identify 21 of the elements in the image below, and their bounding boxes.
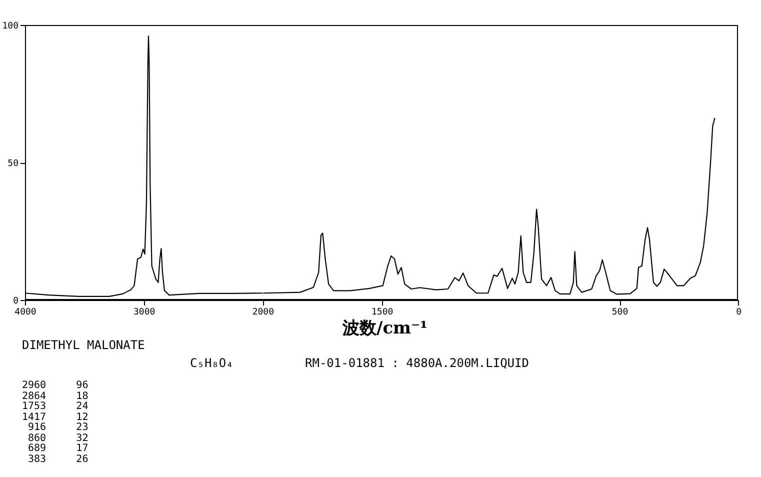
text: 916 23 — [27, 422, 88, 433]
y-tick-label: 0 — [13, 296, 18, 306]
x-tick-label: 4000 — [14, 307, 36, 318]
text: 1753 24 — [22, 401, 88, 412]
x-tick-label: 500 — [612, 308, 628, 318]
x-tick-label: 3000 — [134, 307, 156, 318]
text: 2864 18 — [22, 390, 88, 402]
text: 1417 12 — [22, 412, 88, 422]
text: DIMETHYL MALONATE — [22, 338, 145, 352]
y-tick-label: 50 — [8, 159, 18, 169]
text: 860 32 — [27, 432, 88, 444]
y-tick-label: 100 — [2, 22, 18, 32]
text: 689 17 — [27, 443, 88, 454]
x-tick-label: 1500 — [371, 308, 393, 318]
text: 383 26 — [27, 454, 88, 464]
text: C₅H₈O₄ — [190, 356, 234, 370]
x-axis-title: 波数/cm⁻¹ — [341, 318, 428, 338]
text: RM-01-01881 : 4880A.200M.LIQUID — [305, 356, 529, 370]
x-tick-label: 0 — [736, 308, 742, 318]
x-tick-label: 2000 — [252, 307, 274, 318]
text: 2960 96 — [22, 380, 88, 391]
